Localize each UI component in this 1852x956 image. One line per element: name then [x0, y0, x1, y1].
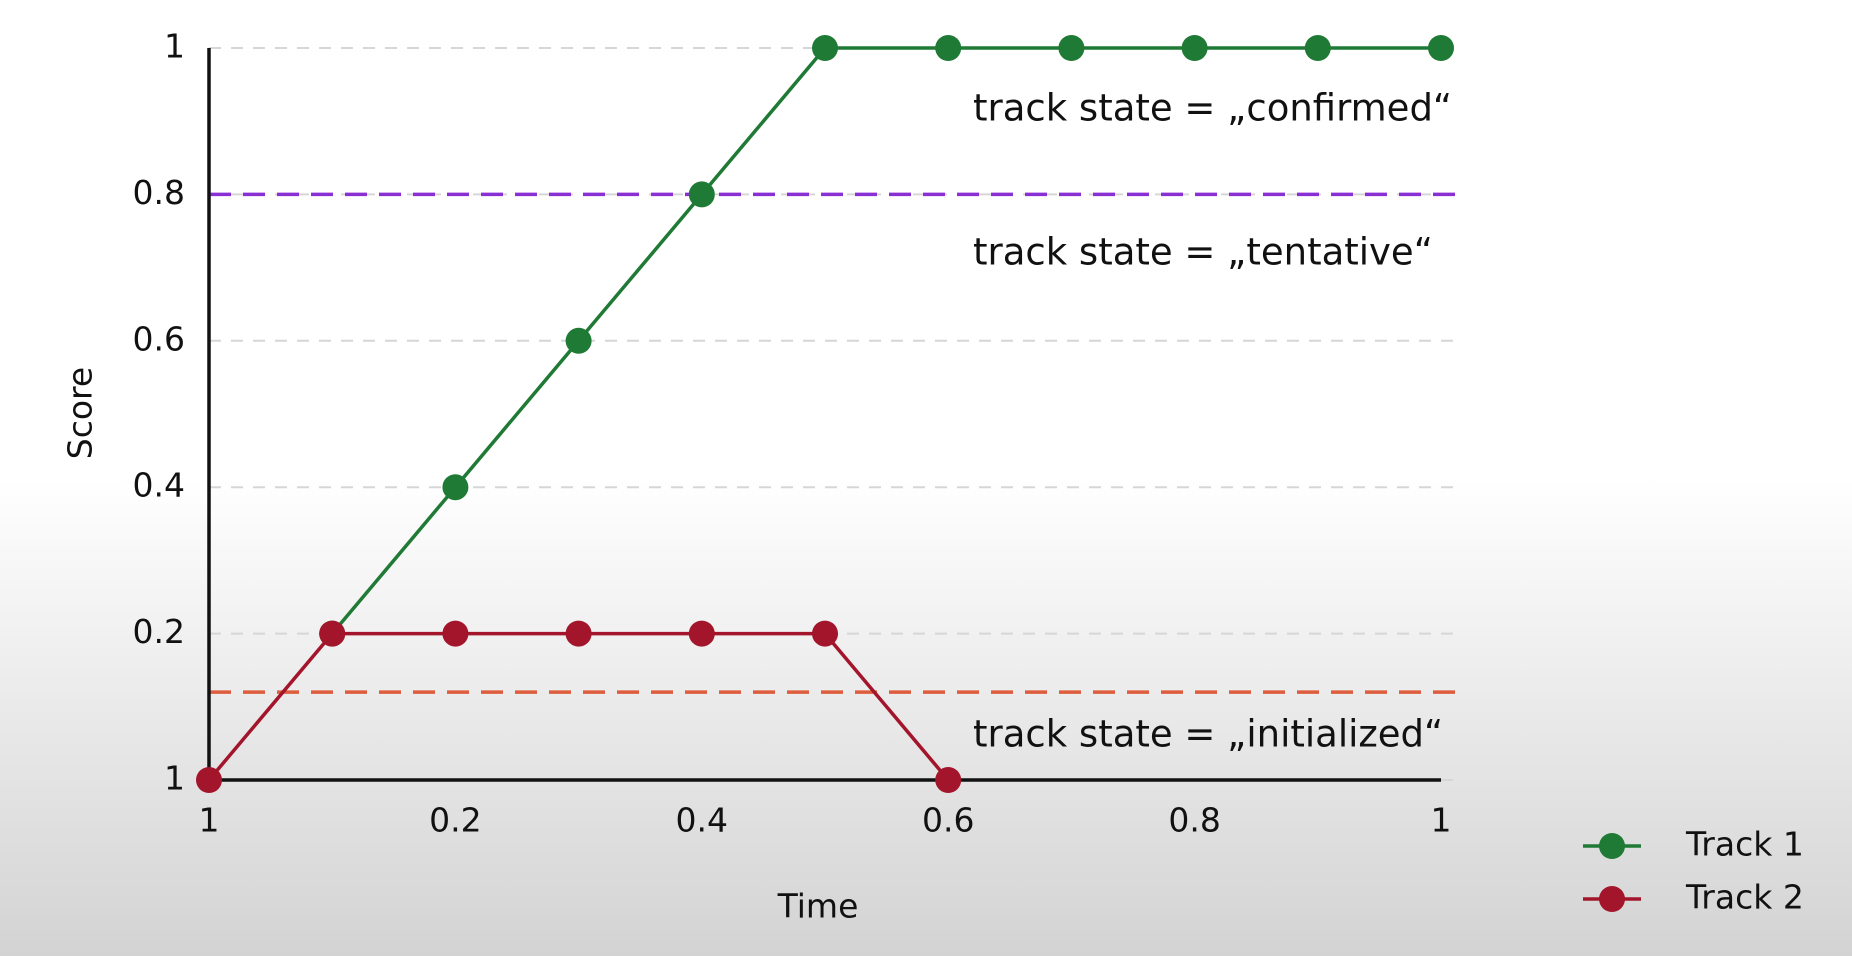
legend-marker [1599, 833, 1625, 859]
data-point [565, 327, 592, 354]
x-tick-label: 0.2 [429, 801, 481, 840]
data-point [812, 35, 838, 61]
x-tick-label: 1 [199, 801, 220, 840]
data-point [1428, 35, 1454, 61]
y-tick-label: 1 [164, 27, 185, 66]
data-point [196, 767, 222, 793]
data-point [1058, 35, 1085, 61]
data-point [812, 620, 838, 647]
series-line [330, 46, 1441, 635]
x-tick-label: 0.8 [1168, 801, 1220, 840]
data-point [442, 620, 469, 647]
y-tick-label: 0.8 [133, 173, 185, 212]
y-axis-label: Score [61, 367, 100, 459]
legend-label: Track 2 [1685, 878, 1804, 917]
y-tick-label: 0.2 [133, 612, 185, 651]
x-axis-label: Time [777, 887, 859, 926]
x-tick-label: 1 [1431, 801, 1452, 840]
data-point [1181, 35, 1208, 61]
data-point [688, 181, 715, 208]
annotation: track state = „initialized“ [973, 713, 1443, 756]
data-point [319, 620, 346, 647]
data-point [688, 620, 715, 647]
data-point [935, 35, 962, 61]
y-tick-label: 1 [164, 759, 185, 798]
y-tick-label: 0.4 [133, 466, 185, 505]
data-point [935, 767, 962, 793]
data-point [442, 474, 469, 501]
x-tick-label: 0.4 [676, 801, 728, 840]
data-point [565, 620, 592, 647]
legend-label: Track 1 [1685, 825, 1804, 864]
x-tick-label: 0.6 [922, 801, 974, 840]
annotation: track state = „confirmed“ [973, 87, 1452, 130]
legend-marker [1599, 886, 1625, 912]
data-point [1304, 35, 1331, 61]
annotation: track state = „tentative“ [973, 231, 1433, 274]
y-tick-label: 0.6 [133, 319, 185, 358]
